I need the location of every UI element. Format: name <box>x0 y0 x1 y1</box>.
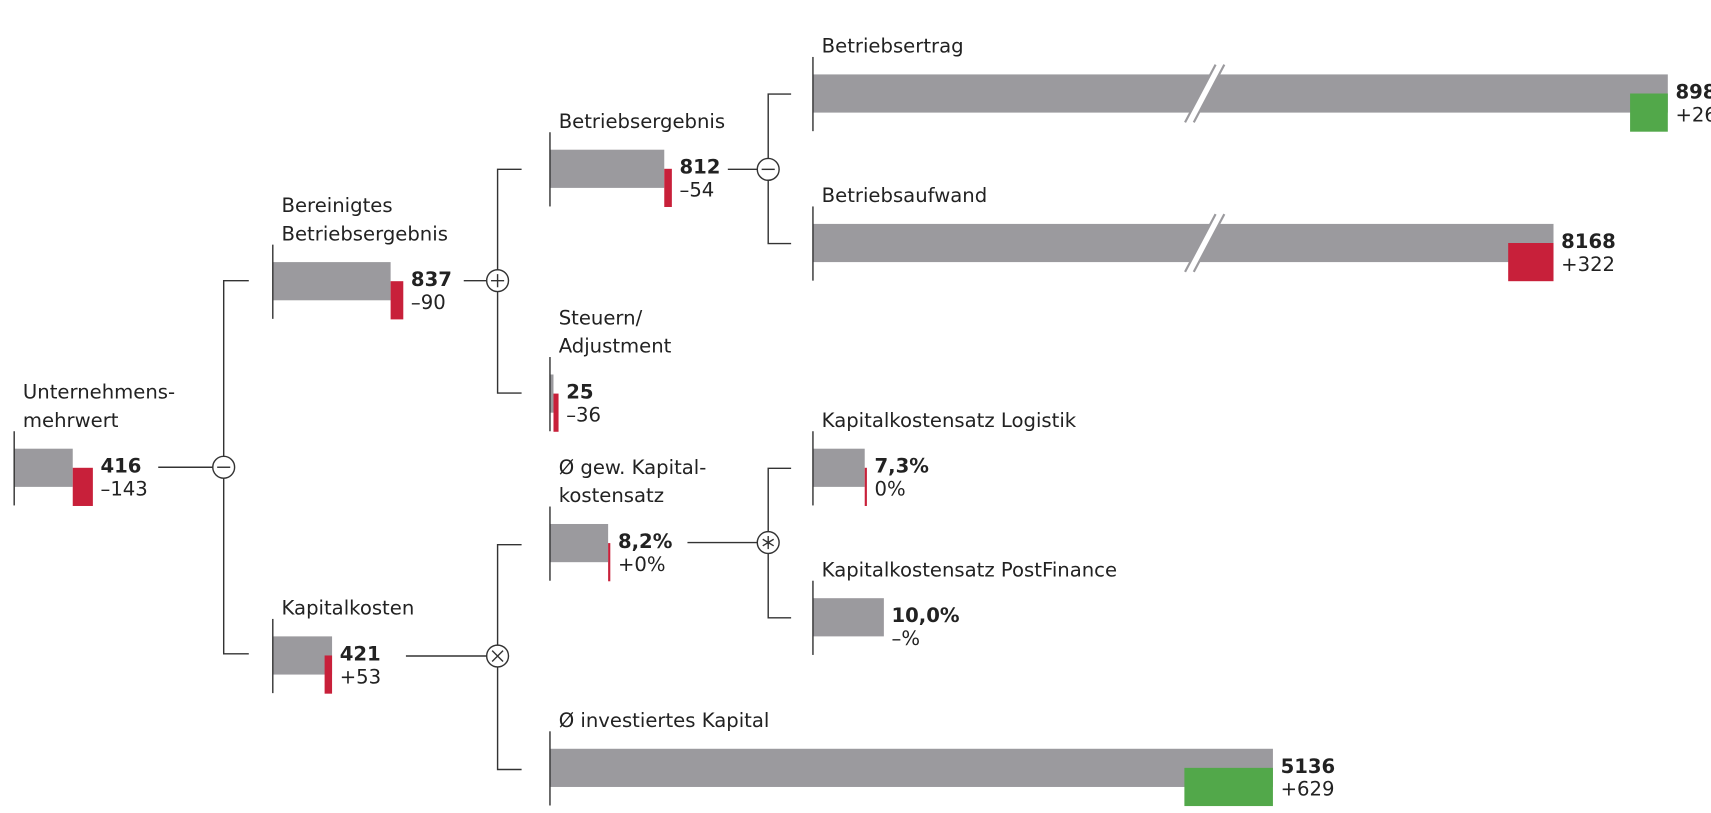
value-label: 5136 <box>1281 755 1336 778</box>
value-label: 7,3% <box>875 455 930 478</box>
value-label: 812 <box>680 156 721 179</box>
node-label: kostensatz <box>559 484 664 507</box>
node-label: Betriebsergebnis <box>559 110 725 133</box>
delta-label: +629 <box>1281 778 1335 801</box>
node-label: Betriebsergebnis <box>282 222 448 245</box>
delta-label: –90 <box>411 291 446 314</box>
value-bar <box>549 149 665 188</box>
operator-symbol <box>491 650 504 662</box>
value-bar <box>272 262 391 301</box>
delta-label: –143 <box>101 478 148 501</box>
delta-label: +0% <box>618 553 666 576</box>
delta-label: 0% <box>875 478 906 501</box>
value-bar <box>812 74 1668 113</box>
value-label: 837 <box>411 268 452 291</box>
value-label: 25 <box>566 381 593 404</box>
value-bar <box>549 374 554 413</box>
delta-label: –% <box>892 627 920 650</box>
node-label: mehrwert <box>23 409 119 432</box>
value-bar <box>272 636 333 675</box>
axis-break <box>1185 64 1225 123</box>
operator-symbol <box>762 535 775 550</box>
axis-break-line <box>1184 64 1226 123</box>
node-label: Kapitalkostensatz PostFinance <box>822 558 1117 581</box>
value-bar <box>549 523 609 563</box>
value-bar <box>812 223 1554 263</box>
delta-label: –36 <box>566 403 601 426</box>
value-label: 8,2% <box>618 530 673 553</box>
delta-label: +322 <box>1561 253 1615 276</box>
node-label: Ø gew. Kapital- <box>559 456 707 479</box>
node-label: Betriebsaufwand <box>822 184 988 207</box>
delta-bar <box>864 467 867 506</box>
delta-bar <box>1630 93 1668 132</box>
delta-bar <box>1184 767 1273 807</box>
delta-label: +268 <box>1675 103 1711 126</box>
value-label: 421 <box>340 642 381 665</box>
delta-label: –54 <box>680 179 715 202</box>
connectors <box>158 93 792 771</box>
axis-break <box>1185 214 1225 272</box>
delta-bar <box>553 393 559 432</box>
delta-label: +53 <box>340 665 381 688</box>
node-label: Betriebsertrag <box>822 35 964 58</box>
value-label: 8168 <box>1561 230 1616 253</box>
value-bar <box>812 448 865 487</box>
delta-bar <box>608 543 611 582</box>
node-label: Unternehmens- <box>23 381 175 404</box>
delta-bar <box>72 467 93 506</box>
node-label: Kapitalkosten <box>282 597 415 620</box>
value-label: 8980 <box>1675 80 1711 103</box>
node-label: Adjustment <box>559 335 672 358</box>
operator-symbol <box>491 274 505 288</box>
delta-bar <box>390 281 404 320</box>
node-label: Kapitalkostensatz Logistik <box>822 409 1077 432</box>
node-label: Bereinigtes <box>282 194 393 217</box>
node-label: Steuern/ <box>559 306 643 329</box>
delta-bar <box>1508 243 1554 282</box>
axis-break-line <box>1184 213 1226 273</box>
delta-bar <box>664 168 672 207</box>
delta-bar <box>324 655 333 694</box>
value-bar <box>812 598 884 637</box>
value-label: 416 <box>101 455 142 478</box>
value-label: 10,0% <box>892 604 960 627</box>
node-label: Ø investiertes Kapital <box>559 709 770 732</box>
value-bar <box>14 448 73 487</box>
value-bar <box>549 748 1273 787</box>
